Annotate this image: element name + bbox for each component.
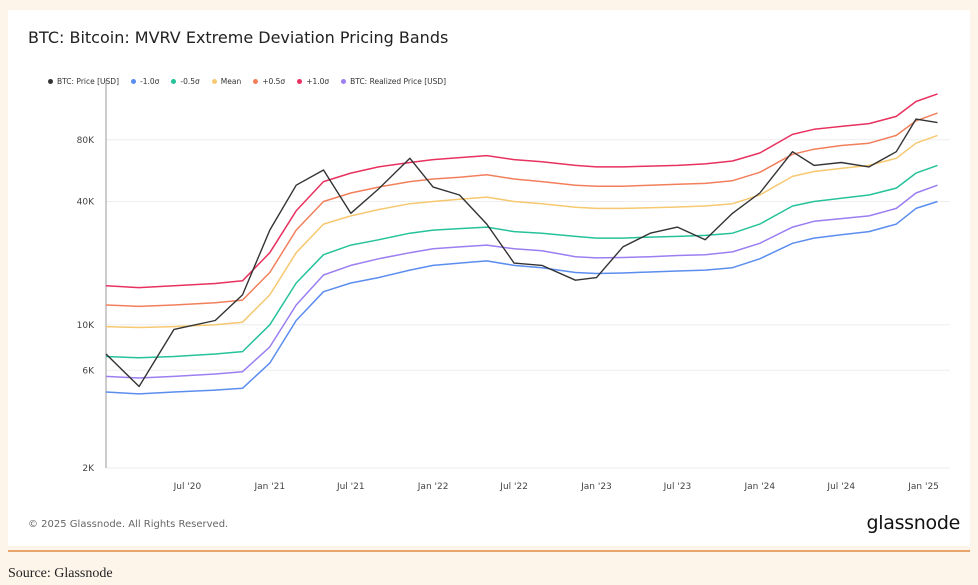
series-line-btc-price-usd bbox=[105, 118, 938, 388]
legend-item[interactable]: -0.5σ bbox=[171, 77, 200, 86]
legend-dot-icon bbox=[171, 79, 177, 84]
legend-dot-icon bbox=[131, 79, 136, 84]
x-tick-label: Jan '25 bbox=[907, 482, 939, 492]
legend-dot-icon bbox=[341, 79, 347, 84]
legend-item[interactable]: Mean bbox=[211, 77, 242, 86]
legend-label: +1.0σ bbox=[306, 77, 330, 86]
y-tick-label: 6K bbox=[82, 366, 95, 376]
copyright-text: © 2025 Glassnode. All Rights Reserved. bbox=[28, 519, 229, 530]
x-tick-label: Jul '22 bbox=[499, 482, 528, 492]
divider-line bbox=[8, 550, 970, 552]
legend-item[interactable]: BTC: Price [USD] bbox=[48, 77, 119, 86]
legend-label: -1.0σ bbox=[140, 77, 160, 86]
chart-plot: 2K 6K 10K 40K 80K Jul '20 Jan '21 Jul '21 Jan '2… bbox=[77, 80, 950, 492]
legend-dot-icon bbox=[297, 79, 303, 84]
chart-title: BTC: Bitcoin: MVRV Extreme Deviation Pri… bbox=[28, 28, 449, 47]
legend-label: -0.5σ bbox=[180, 77, 200, 86]
y-tick-label: 40K bbox=[77, 197, 95, 207]
series-line-0-5 bbox=[105, 164, 938, 359]
legend-label: BTC: Price [USD] bbox=[57, 77, 119, 86]
chart-legend: BTC: Price [USD] -1.0σ -0.5σ Mean +0.5σ +1.0σ… bbox=[48, 77, 446, 86]
legend-dot-icon bbox=[211, 79, 217, 84]
legend-item[interactable]: BTC: Realized Price [USD] bbox=[341, 77, 446, 86]
glassnode-logo: glassnode bbox=[866, 512, 961, 534]
series-line-1-0 bbox=[105, 200, 938, 395]
series-line-0-5 bbox=[105, 112, 938, 308]
source-caption: Source: Glassnode bbox=[8, 566, 113, 581]
legend-label: BTC: Realized Price [USD] bbox=[350, 77, 447, 86]
legend-item[interactable]: -1.0σ bbox=[131, 77, 159, 86]
y-tick-label: 10K bbox=[77, 321, 95, 331]
chart-card: BTC: Bitcoin: MVRV Extreme Deviation Pri… bbox=[8, 10, 970, 546]
legend-dot-icon bbox=[253, 79, 259, 84]
x-tick-label: Jul '21 bbox=[336, 482, 365, 492]
x-tick-label: Jan '21 bbox=[253, 482, 285, 492]
x-tick-label: Jan '24 bbox=[743, 482, 775, 492]
series-line-btc-realized-price-usd bbox=[105, 184, 938, 379]
y-tick-label: 80K bbox=[77, 136, 95, 146]
x-tick-label: Jul '20 bbox=[173, 482, 202, 492]
x-tick-label: Jul '24 bbox=[826, 482, 855, 492]
legend-label: Mean bbox=[220, 77, 242, 86]
x-tick-label: Jul '23 bbox=[663, 482, 692, 492]
y-tick-label: 2K bbox=[82, 464, 95, 474]
legend-item[interactable]: +1.0σ bbox=[297, 77, 329, 86]
legend-label: +0.5σ bbox=[262, 77, 286, 86]
x-tick-label: Jan '22 bbox=[417, 482, 449, 492]
x-tick-label: Jan '23 bbox=[580, 482, 612, 492]
legend-dot-icon bbox=[48, 79, 53, 84]
series-line-1-0 bbox=[105, 93, 938, 289]
series-line-mean bbox=[105, 134, 938, 329]
legend-item[interactable]: +0.5σ bbox=[253, 77, 285, 86]
